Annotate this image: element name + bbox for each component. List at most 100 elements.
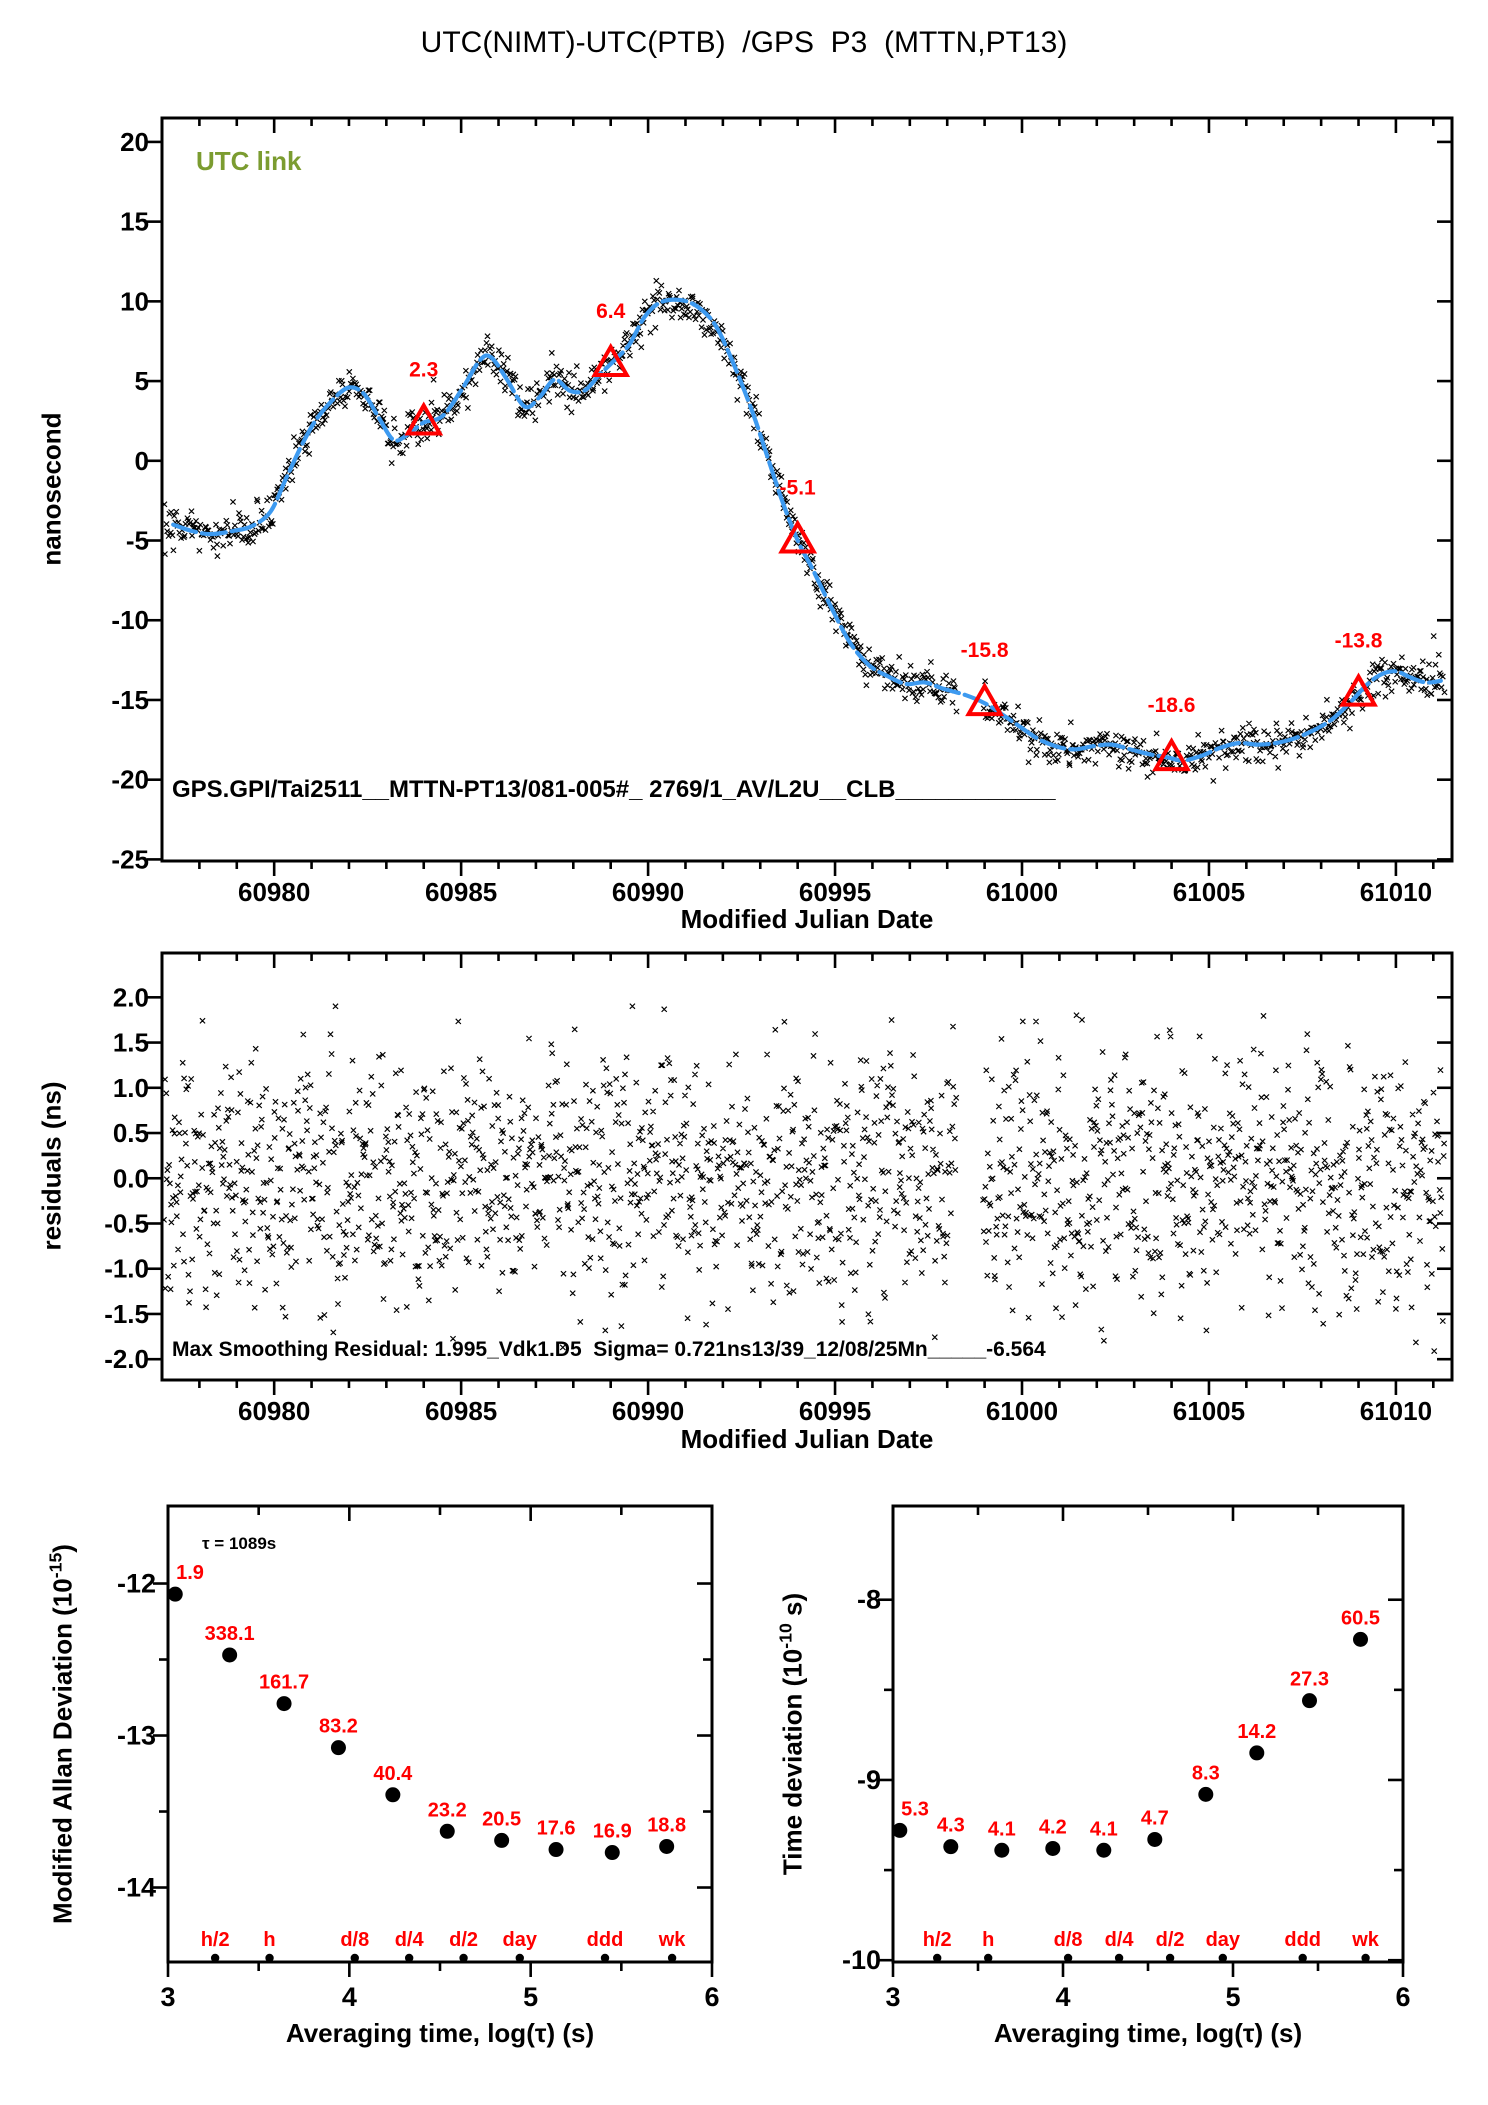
x-tick-label: 6 [1395, 1982, 1410, 2012]
tau-mark-label: d/8 [340, 1929, 369, 1951]
tau-mark-dot [1165, 1953, 1175, 1963]
smoothed-line [171, 297, 1443, 763]
gps-file-annotation: GPS.GPI/Tai2511__MTTN-PT13/081-005#_ 276… [172, 776, 1056, 803]
tau-mark-label: d/2 [1156, 1929, 1185, 1951]
y-tick-label: 15 [120, 207, 149, 237]
top-x-axis-label: Modified Julian Date [680, 904, 934, 934]
y-tick-label: -20 [111, 765, 149, 795]
residuals-y-axis-label: residuals (ns) [36, 1081, 67, 1251]
data-value-label: 16.9 [593, 1821, 632, 1843]
x-tick-label: 5 [1225, 1982, 1240, 2012]
data-value-label: 4.1 [1090, 1818, 1118, 1840]
x-tick-label: 3 [160, 1982, 175, 2012]
tau-mark-dot [600, 1953, 610, 1963]
tau-mark-dot [265, 1953, 274, 1963]
data-value-label: 23.2 [428, 1799, 467, 1821]
data-point [943, 1839, 959, 1855]
tau-mark-label: h/2 [923, 1929, 952, 1951]
tau-mark-dot [350, 1953, 359, 1963]
y-tick-label: -1.5 [104, 1299, 149, 1329]
tau-mark-label: h [263, 1929, 275, 1951]
tau-mark-dot [1298, 1953, 1307, 1963]
tau-mark-dot [1361, 1953, 1370, 1963]
x-tick-label: 5 [523, 1982, 538, 2012]
tau-mark-label: ddd [1284, 1929, 1321, 1951]
x-tick-label: 61010 [1360, 877, 1432, 907]
panel-frame [160, 116, 1454, 863]
tdev-y-axis-label-close: s) [777, 1592, 808, 1624]
y-tick-label: 5 [135, 366, 149, 396]
data-value-label: 27.3 [1290, 1669, 1329, 1691]
tau-mark-label: d/8 [1054, 1929, 1083, 1951]
calibration-value-label: -15.8 [961, 639, 1009, 662]
data-value-label: 8.3 [1192, 1762, 1220, 1784]
y-tick-label: -15 [111, 685, 149, 715]
tau-mark-dot [1218, 1953, 1228, 1963]
smoothing-annotation: Max Smoothing Residual: 1.995_Vdk1.D5 Si… [172, 1338, 1046, 1361]
tau-annotation: τ = 1089s [202, 1534, 277, 1553]
tdev-panel: 3 4 5 6 -8 -9 -10 5.3 4.3 4.1 4.2 4.1 4.7 8.3 14.2 27.3… [842, 1504, 1411, 2012]
x-tick-label: 60985 [425, 877, 497, 907]
data-value-label: 4.3 [937, 1815, 965, 1837]
tdev-y-axis-label: Time deviation (10-10 s) [776, 1593, 809, 1875]
x-tick-label: 60985 [425, 1396, 497, 1426]
tau-mark-label: wk [1351, 1929, 1380, 1951]
tau-mark-dot [984, 1953, 993, 1963]
y-tick-label: 10 [120, 286, 149, 316]
data-value-label: 60.5 [1341, 1607, 1380, 1629]
calibration-value-label: -18.6 [1148, 694, 1196, 717]
tau-mark-dot [459, 1953, 468, 1963]
tau-mark-dot [1114, 1953, 1124, 1963]
y-tick-label: -2.0 [104, 1344, 149, 1374]
data-point [494, 1832, 510, 1848]
y-tick-label: 20 [120, 127, 149, 157]
data-point [330, 1740, 346, 1756]
tau-mark-label: h [982, 1929, 994, 1951]
y-tick-label: -13 [117, 1721, 156, 1751]
tau-mark-label: d/4 [1105, 1929, 1135, 1951]
x-tick-label: 61000 [986, 1396, 1058, 1426]
x-tick-label: 61005 [1173, 877, 1245, 907]
calibration-triangle [404, 401, 444, 436]
top-y-axis-label: nanosecond [36, 412, 67, 566]
data-value-label: 83.2 [319, 1716, 358, 1738]
y-tick-label: 2.0 [113, 982, 149, 1012]
x-tick-label: 60980 [238, 1396, 310, 1426]
calibration-triangle [1152, 737, 1192, 772]
data-value-label: 40.4 [373, 1763, 413, 1785]
y-tick-label: -10 [842, 1945, 881, 1975]
y-tick-label: -10 [111, 605, 149, 635]
y-tick-label: -1.0 [104, 1254, 149, 1284]
data-point [1353, 1631, 1368, 1647]
tau-mark-dot [1063, 1953, 1073, 1963]
data-value-label: 5.3 [901, 1798, 929, 1820]
calibration-value-label: -5.1 [780, 477, 817, 500]
residuals-panel: 60980 60985 60990 60995 61000 61005 61010 2.0 1.… [104, 951, 1454, 1426]
data-value-label: 4.2 [1039, 1816, 1067, 1838]
data-point [276, 1696, 292, 1712]
tau-mark-label: day [1206, 1929, 1241, 1951]
x-tick-label: 4 [1055, 1982, 1070, 2012]
calibration-triangle [965, 682, 1005, 717]
x-tick-label: 60980 [238, 877, 310, 907]
data-point [1045, 1840, 1061, 1856]
y-tick-label: 1.0 [113, 1073, 149, 1103]
data-point [222, 1647, 238, 1663]
data-point [994, 1842, 1010, 1858]
utc-time-series-panel: 60980 60985 60990 60995 61000 61005 61010 20 15 1… [111, 116, 1454, 907]
tau-mark-label: h/2 [201, 1929, 230, 1951]
y-tick-label: -14 [117, 1873, 156, 1903]
y-tick-label: 0.0 [113, 1163, 149, 1193]
x-tick-label: 60995 [799, 1396, 871, 1426]
data-value-label: 338.1 [205, 1623, 255, 1645]
calibration-triangle [591, 342, 631, 377]
y-tick-label: -5 [126, 526, 149, 556]
x-tick-label: 3 [885, 1982, 900, 2012]
data-value-label: 4.1 [988, 1818, 1016, 1840]
calibration-value-label: 2.3 [409, 359, 438, 382]
calibration-value-label: -13.8 [1335, 630, 1383, 653]
data-point [385, 1787, 401, 1803]
x-tick-label: 60990 [612, 877, 684, 907]
x-tick-label: 4 [342, 1982, 357, 2012]
